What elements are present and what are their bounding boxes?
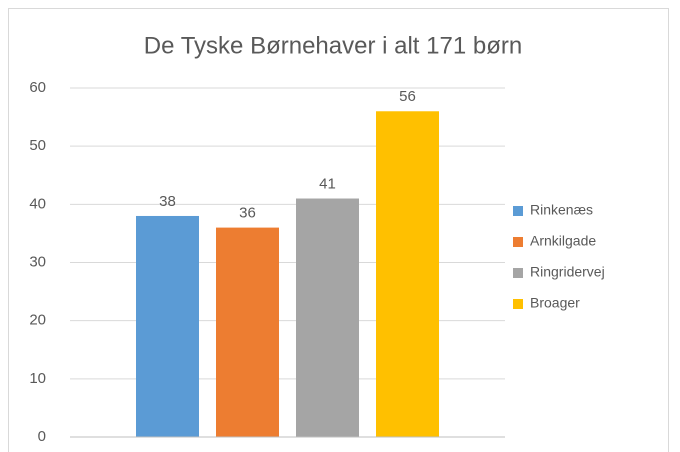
y-tick-label: 60 xyxy=(29,79,46,96)
data-label: 41 xyxy=(319,175,336,192)
y-tick-label: 30 xyxy=(29,253,46,270)
legend-label: Broager xyxy=(530,295,580,311)
chart-title: De Tyske Børnehaver i alt 171 børn xyxy=(144,32,522,59)
bar xyxy=(216,227,279,437)
legend-swatch xyxy=(513,206,523,216)
legend-swatch xyxy=(513,237,523,247)
bar xyxy=(296,198,359,437)
legend-swatch xyxy=(513,299,523,309)
legend-label: Arnkilgade xyxy=(530,233,596,249)
bar xyxy=(136,215,199,437)
legend-swatch xyxy=(513,268,523,278)
y-tick-label: 10 xyxy=(29,370,46,387)
y-tick-label: 50 xyxy=(29,137,46,154)
y-tick-label: 40 xyxy=(29,195,46,212)
y-tick-label: 20 xyxy=(29,312,46,329)
data-label: 36 xyxy=(239,205,256,222)
legend-label: Ringridervej xyxy=(530,264,605,280)
data-label: 56 xyxy=(399,88,416,105)
legend-label: Rinkenæs xyxy=(530,202,593,218)
y-tick-label: 0 xyxy=(38,428,46,445)
data-label: 38 xyxy=(159,193,176,210)
bar xyxy=(376,111,439,438)
